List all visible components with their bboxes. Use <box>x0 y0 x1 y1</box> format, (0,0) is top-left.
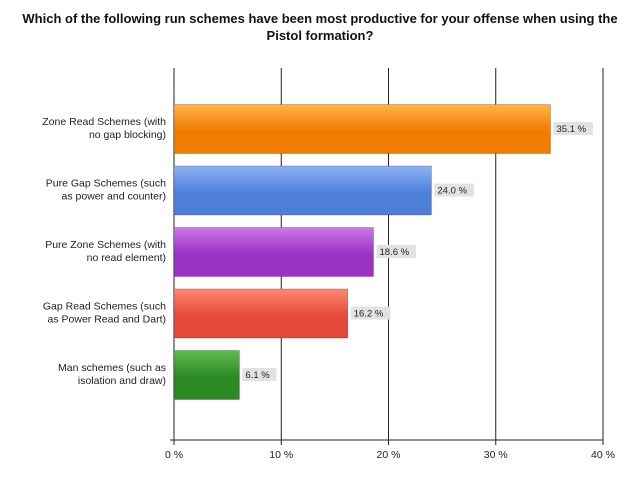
bar <box>173 350 240 400</box>
data-label-bg <box>434 183 474 197</box>
bar <box>173 227 374 277</box>
bar <box>173 165 432 216</box>
data-labels: 35.1 % 24.0 % 18.6 % 16.2 % 6.1 % <box>242 122 594 381</box>
x-tick-label: 10 % <box>269 449 293 461</box>
category-label: no gap blocking) <box>89 129 166 141</box>
bar <box>173 288 349 339</box>
chart-title: Which of the following run schemes have … <box>22 11 618 43</box>
data-label: 35.1 % <box>556 124 586 135</box>
category-label: as Power Read and Dart) <box>48 314 166 326</box>
data-label-bg <box>376 245 417 258</box>
category-label: Zone Read Schemes (with <box>42 116 166 128</box>
bar <box>173 104 551 154</box>
data-label-bg <box>242 368 277 381</box>
data-label-bg <box>553 122 594 135</box>
category-label: Pure Zone Schemes (with <box>45 239 166 251</box>
x-tick-label: 0 % <box>165 449 183 461</box>
category-label: isolation and draw) <box>78 375 166 387</box>
category-label: Man schemes (such as <box>58 362 166 374</box>
data-label: 18.6 % <box>379 247 409 258</box>
category-label: as power and counter) <box>62 191 166 203</box>
data-label: 16.2 % <box>354 309 384 320</box>
bars <box>173 104 551 400</box>
data-label: 24.0 % <box>437 186 467 197</box>
x-tick-label: 20 % <box>377 449 401 461</box>
tick-labels: 0 % 10 % 20 % 30 % 40 % <box>165 449 615 461</box>
category-label: no read element) <box>87 252 166 264</box>
data-label: 6.1 % <box>245 370 270 381</box>
x-tick-label: 30 % <box>484 449 508 461</box>
category-label: Gap Read Schemes (such <box>43 301 166 313</box>
data-label-bg <box>350 306 391 320</box>
x-tick-label: 40 % <box>591 449 615 461</box>
category-label: Pure Gap Schemes (such <box>46 178 166 190</box>
